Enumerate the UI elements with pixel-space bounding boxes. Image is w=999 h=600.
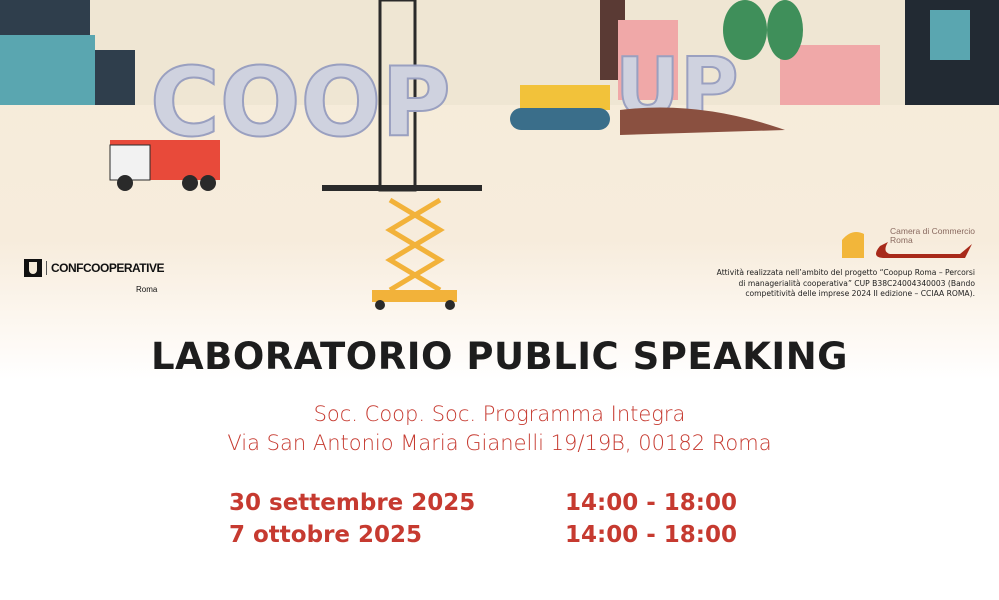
camera-line2: Roma xyxy=(890,235,913,245)
confcooperative-mark-icon xyxy=(24,259,42,277)
coop-letters: COOP xyxy=(150,48,451,158)
session-time: 14:00 - 18:00 xyxy=(565,490,737,516)
session-time: 14:00 - 18:00 xyxy=(565,522,737,548)
venue-address: Via San Antonio Maria Gianelli 19/19B, 0… xyxy=(227,431,772,455)
funding-disclaimer: Attività realizzata nell’ambito del prog… xyxy=(655,268,975,300)
session-date: 30 settembre 2025 xyxy=(229,490,476,516)
confcooperative-logo: CONFCOOPERATIVE xyxy=(24,259,164,277)
venue-name: Soc. Coop. Soc. Programma Integra xyxy=(313,402,686,426)
event-title: LABORATORIO PUBLIC SPEAKING xyxy=(150,335,849,378)
camera-commercio-logo xyxy=(842,232,972,258)
camera-line1: Camera di Commercio xyxy=(890,226,976,236)
disclaimer-line: di managerialità cooperativa” CUP B38C24… xyxy=(738,278,975,288)
disclaimer-line: competitività delle imprese 2024 II ediz… xyxy=(745,289,975,298)
confcooperative-sub: Roma xyxy=(136,285,158,294)
camera-commercio-text: Camera di Commercio Roma xyxy=(890,227,980,245)
disclaimer-line: Attività realizzata nell’ambito del prog… xyxy=(716,268,975,277)
session-date: 7 ottobre 2025 xyxy=(229,522,423,548)
construction-illustration: COOP UP xyxy=(0,0,999,310)
